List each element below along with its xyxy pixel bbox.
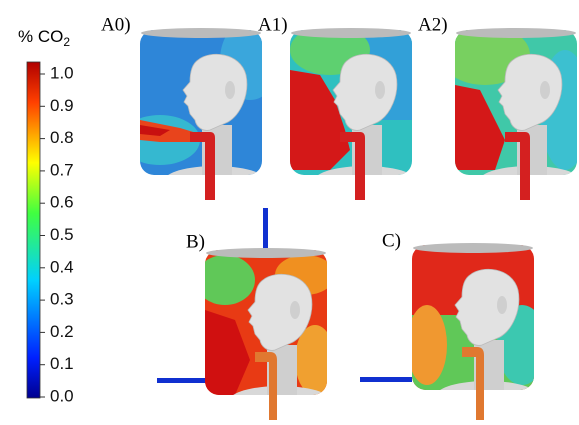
colorbar-tick-label: 0.2	[50, 322, 74, 341]
colorbar-tick-label: 0.0	[50, 386, 74, 405]
simulation-b	[195, 248, 335, 420]
colorbar-tick-label: 0.6	[50, 193, 74, 212]
colorbar-tick-label: 0.9	[50, 96, 74, 115]
colorbar-tick-label: 0.5	[50, 225, 74, 244]
simulation-a2	[440, 25, 579, 200]
simulation-c	[407, 243, 547, 420]
colorbar-title: % CO2	[18, 27, 70, 49]
colorbar-tick-label: 0.3	[50, 290, 74, 309]
colorbar-tick-label: 0.8	[50, 128, 74, 147]
colorbar	[27, 62, 40, 398]
panel-label: C)	[382, 230, 401, 251]
panel-label: A1)	[258, 14, 288, 35]
colorbar-tick-label: 1.0	[50, 63, 74, 82]
colorbar-tick-label: 0.7	[50, 160, 74, 179]
simulation-a1	[290, 25, 415, 200]
colorbar-tick-label: 0.1	[50, 354, 74, 373]
panel-label: B)	[186, 231, 205, 252]
panel-label: A2)	[418, 14, 448, 35]
figure-canvas: % CO2 1.0 0.9 0.8 0.7 0.6 0.5 0.4 0.3 0.2 0.1 0.0	[0, 0, 579, 425]
colorbar-tick-label: 0.4	[50, 257, 74, 276]
figure: % CO2 1.0 0.9 0.8 0.7 0.6 0.5 0.4 0.3 0.2 0.1 0.0	[0, 0, 579, 425]
simulation-a0	[120, 20, 280, 200]
panel-label: A0)	[101, 14, 131, 35]
